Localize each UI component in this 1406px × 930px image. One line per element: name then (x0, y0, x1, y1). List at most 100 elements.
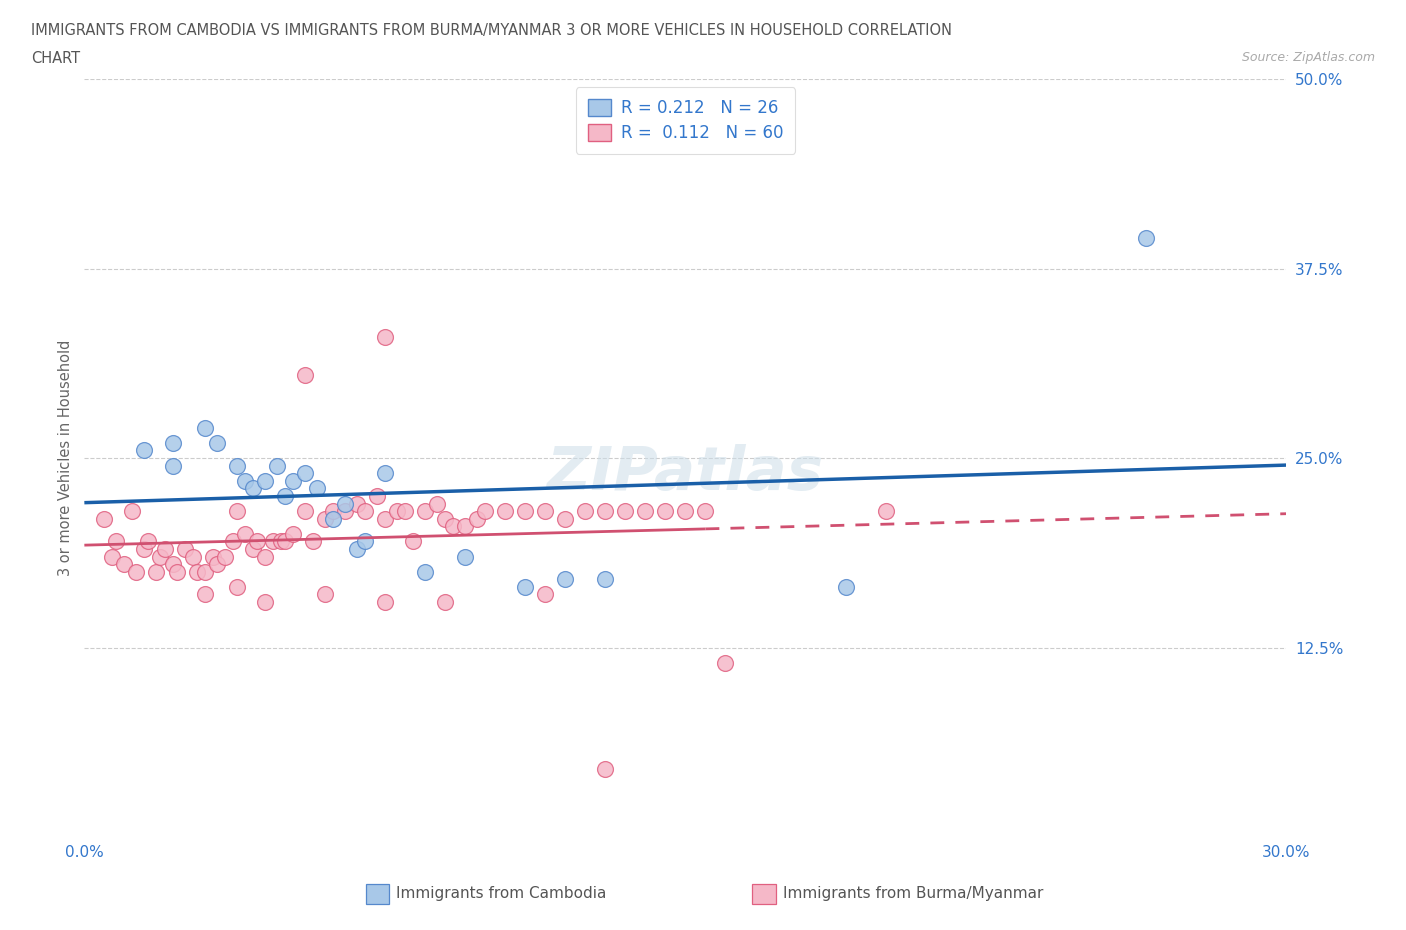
Text: ZIPatlas: ZIPatlas (547, 444, 824, 503)
Point (574, 504, 596, 519)
Point (125, 565, 148, 579)
Point (454, 549, 477, 564)
Point (875, 504, 897, 519)
Text: CHART: CHART (31, 51, 80, 66)
Point (515, 504, 537, 519)
Point (354, 534, 377, 549)
Point (394, 504, 416, 519)
Point (205, 435, 228, 450)
Point (333, 496, 356, 511)
Point (134, 541, 156, 556)
Point (242, 481, 264, 496)
Legend: R = 0.212   N = 26, R =  0.112   N = 60: R = 0.212 N = 26, R = 0.112 N = 60 (576, 87, 794, 153)
Point (221, 534, 243, 549)
Point (402, 534, 425, 549)
Text: Source: ZipAtlas.com: Source: ZipAtlas.com (1241, 51, 1375, 64)
Point (93, 512, 115, 526)
Point (149, 549, 172, 564)
Point (385, 504, 408, 519)
Point (294, 466, 316, 481)
Point (225, 504, 247, 519)
Point (426, 496, 449, 511)
Point (434, 512, 457, 526)
Point (153, 541, 176, 556)
Point (134, 443, 156, 458)
Point (714, 656, 737, 671)
Point (186, 565, 208, 579)
Point (214, 549, 236, 564)
Point (374, 466, 396, 481)
Point (346, 541, 368, 556)
Point (194, 587, 217, 602)
Point (294, 504, 316, 519)
Point (181, 549, 204, 564)
Point (634, 504, 657, 519)
Point (322, 504, 344, 519)
Point (305, 481, 328, 496)
Point (246, 534, 269, 549)
Point (534, 587, 557, 602)
Point (474, 504, 496, 519)
Point (281, 526, 304, 541)
Text: Immigrants from Burma/Myanmar: Immigrants from Burma/Myanmar (783, 886, 1043, 901)
Point (194, 565, 217, 579)
Point (225, 579, 247, 594)
Point (242, 541, 264, 556)
Point (162, 435, 184, 450)
Point (695, 504, 717, 519)
Text: Immigrants from Cambodia: Immigrants from Cambodia (396, 886, 607, 901)
Point (162, 557, 184, 572)
Point (374, 512, 396, 526)
Point (225, 458, 247, 473)
Point (314, 512, 336, 526)
Point (166, 565, 188, 579)
Point (121, 504, 143, 519)
Point (294, 367, 316, 382)
Point (515, 579, 537, 594)
Y-axis label: 3 or more Vehicles in Household: 3 or more Vehicles in Household (58, 339, 73, 577)
Point (534, 504, 557, 519)
Point (434, 594, 457, 609)
Point (595, 762, 617, 777)
Point (614, 504, 637, 519)
Point (262, 534, 284, 549)
Point (101, 549, 124, 564)
Point (205, 557, 228, 572)
Point (494, 504, 516, 519)
Point (173, 541, 195, 556)
Point (322, 512, 344, 526)
Point (201, 549, 224, 564)
Point (281, 473, 304, 488)
Point (274, 488, 297, 503)
Text: IMMIGRANTS FROM CAMBODIA VS IMMIGRANTS FROM BURMA/MYANMAR 3 OR MORE VEHICLES IN : IMMIGRANTS FROM CAMBODIA VS IMMIGRANTS F… (31, 23, 952, 38)
Point (346, 496, 368, 511)
Point (253, 594, 276, 609)
Point (374, 329, 396, 344)
Point (266, 458, 288, 473)
Point (333, 504, 356, 519)
Point (366, 488, 388, 503)
Point (554, 512, 576, 526)
Point (253, 473, 276, 488)
Point (595, 504, 617, 519)
Point (274, 534, 297, 549)
Point (835, 579, 858, 594)
Point (194, 420, 217, 435)
Point (114, 557, 135, 572)
Point (413, 504, 436, 519)
Point (654, 504, 676, 519)
Point (314, 587, 336, 602)
Point (138, 534, 160, 549)
Point (162, 458, 184, 473)
Point (301, 534, 323, 549)
Point (413, 565, 436, 579)
Point (145, 565, 167, 579)
Point (270, 534, 292, 549)
Point (354, 504, 377, 519)
Point (233, 526, 256, 541)
Point (454, 519, 477, 534)
Point (595, 572, 617, 587)
Point (554, 572, 576, 587)
Point (441, 519, 464, 534)
Point (253, 549, 276, 564)
